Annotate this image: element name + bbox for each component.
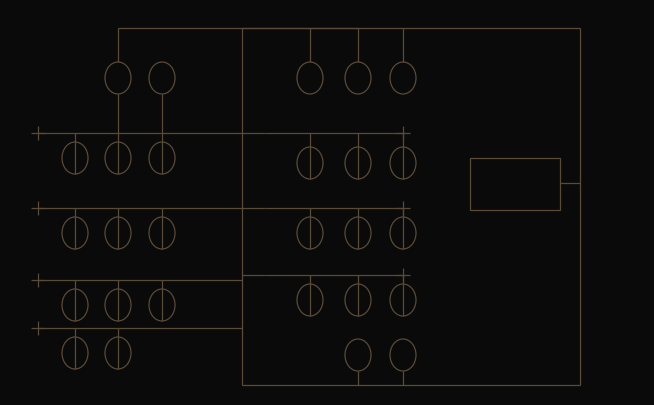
- Bar: [470, 158, 560, 210]
